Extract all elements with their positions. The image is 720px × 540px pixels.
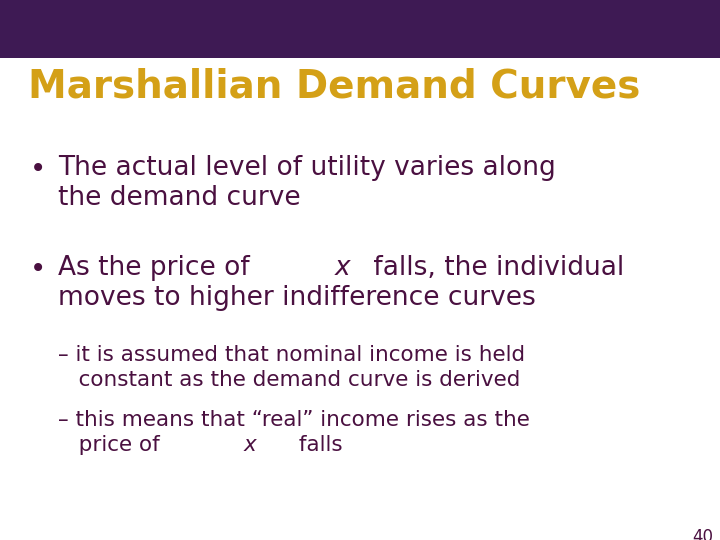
Text: Marshallian Demand Curves: Marshallian Demand Curves xyxy=(28,68,640,106)
Text: falls: falls xyxy=(292,435,342,455)
Text: the demand curve: the demand curve xyxy=(58,185,301,211)
Text: constant as the demand curve is derived: constant as the demand curve is derived xyxy=(58,370,521,390)
Text: x: x xyxy=(335,255,351,281)
FancyBboxPatch shape xyxy=(0,0,720,58)
Text: •: • xyxy=(30,255,46,283)
Text: price of: price of xyxy=(58,435,166,455)
Text: •: • xyxy=(30,155,46,183)
Text: 40: 40 xyxy=(692,528,713,540)
Text: moves to higher indifference curves: moves to higher indifference curves xyxy=(58,285,536,311)
Text: As the price of: As the price of xyxy=(58,255,258,281)
Text: x: x xyxy=(243,435,256,455)
Text: The actual level of utility varies along: The actual level of utility varies along xyxy=(58,155,556,181)
Text: falls, the individual: falls, the individual xyxy=(365,255,624,281)
Text: – it is assumed that nominal income is held: – it is assumed that nominal income is h… xyxy=(58,345,525,365)
FancyBboxPatch shape xyxy=(0,0,720,58)
Text: – this means that “real” income rises as the: – this means that “real” income rises as… xyxy=(58,410,530,430)
